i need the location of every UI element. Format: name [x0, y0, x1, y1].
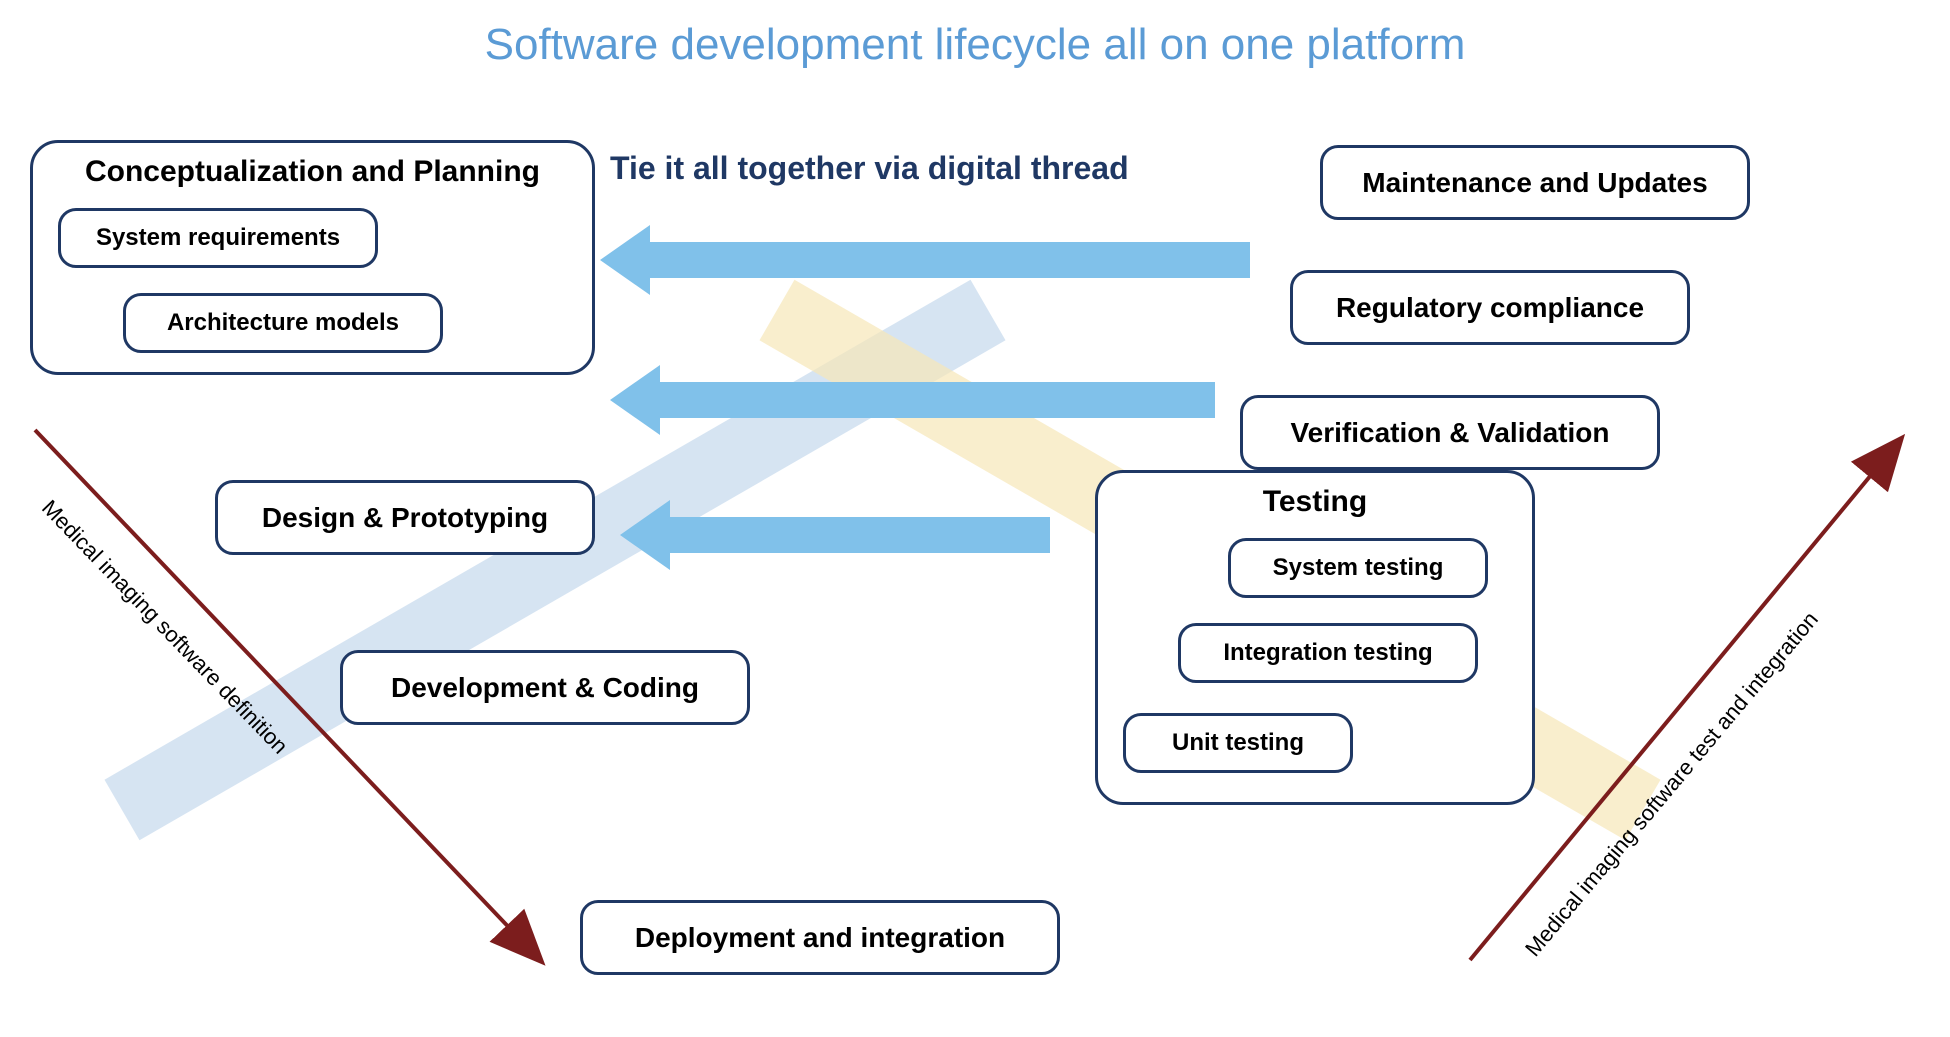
box-int-test: Integration testing [1178, 623, 1478, 683]
box-sys-test: System testing [1228, 538, 1488, 598]
diagram-subtitle: Tie it all together via digital thread [610, 150, 1129, 187]
box-dev-coding: Development & Coding [340, 650, 750, 725]
box-design-proto: Design & Prototyping [215, 480, 595, 555]
group-title-testing: Testing [1098, 485, 1532, 519]
group-testing: Testing System testing Integration testing… [1095, 470, 1535, 805]
diagram-title: Software development lifecycle all on on… [0, 20, 1950, 70]
group-conceptualization: Conceptualization and Planning System req… [30, 140, 595, 375]
box-unit-test: Unit testing [1123, 713, 1353, 773]
box-arch-models: Architecture models [123, 293, 443, 353]
box-deploy-int: Deployment and integration [580, 900, 1060, 975]
box-maint-upd: Maintenance and Updates [1320, 145, 1750, 220]
box-reg-comp: Regulatory compliance [1290, 270, 1690, 345]
box-sys-req: System requirements [58, 208, 378, 268]
box-ver-val: Verification & Validation [1240, 395, 1660, 470]
group-title-conceptualization: Conceptualization and Planning [33, 155, 592, 189]
